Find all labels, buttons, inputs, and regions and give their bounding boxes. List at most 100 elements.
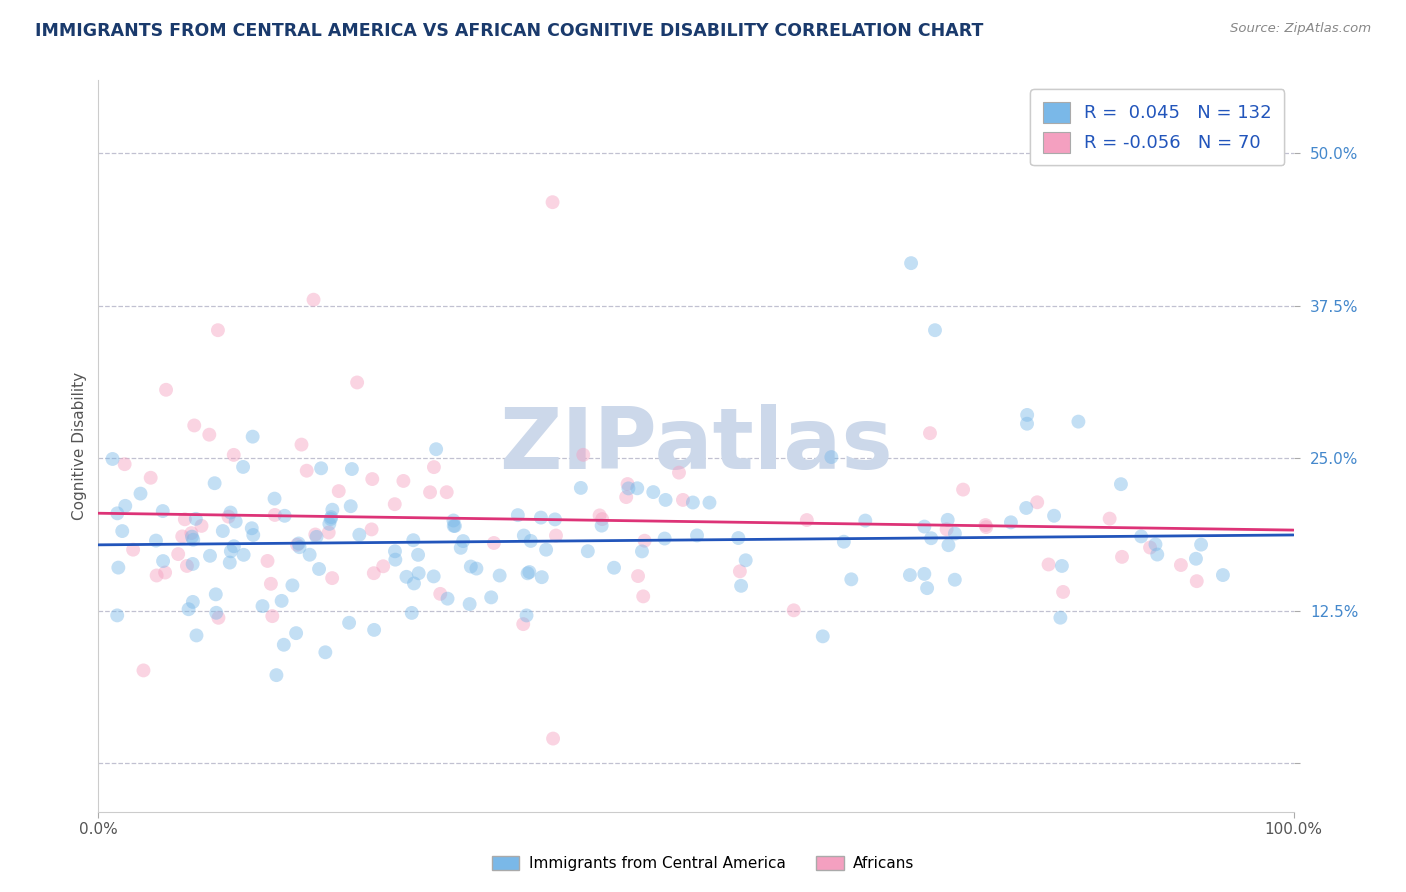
Point xyxy=(152,504,174,518)
Point xyxy=(614,490,637,504)
Point xyxy=(222,539,245,553)
Point xyxy=(114,499,136,513)
Point xyxy=(107,560,129,574)
Point xyxy=(129,486,152,500)
Point xyxy=(252,599,274,613)
Point xyxy=(423,460,446,475)
Point xyxy=(406,548,429,562)
Point xyxy=(730,579,752,593)
Point xyxy=(232,548,254,562)
Point xyxy=(682,495,704,509)
Point xyxy=(1098,511,1121,525)
Point xyxy=(218,556,240,570)
Point xyxy=(339,499,361,513)
Point xyxy=(172,529,194,543)
Point xyxy=(530,570,553,584)
Point xyxy=(319,512,342,526)
Point xyxy=(218,509,240,524)
Point xyxy=(321,502,343,516)
Point xyxy=(520,533,543,548)
Point xyxy=(177,602,200,616)
Point xyxy=(240,521,263,535)
Point xyxy=(270,594,292,608)
Point xyxy=(1189,538,1212,552)
Point xyxy=(190,519,212,533)
Point xyxy=(912,566,935,581)
Point xyxy=(105,506,128,520)
Point xyxy=(479,591,502,605)
Point xyxy=(633,533,655,548)
Point xyxy=(419,485,441,500)
Point xyxy=(318,525,340,540)
Point xyxy=(384,497,406,511)
Point xyxy=(207,323,229,337)
Point xyxy=(588,508,610,523)
Text: ZIPatlas: ZIPatlas xyxy=(499,404,893,488)
Point xyxy=(167,547,190,561)
Point xyxy=(1067,415,1090,429)
Point xyxy=(183,418,205,433)
Point xyxy=(569,481,592,495)
Point xyxy=(900,256,922,270)
Point xyxy=(576,544,599,558)
Legend: Immigrants from Central America, Africans: Immigrants from Central America, African… xyxy=(486,850,920,877)
Point xyxy=(952,483,974,497)
Point xyxy=(184,512,207,526)
Point xyxy=(204,476,226,491)
Point xyxy=(924,323,946,337)
Point xyxy=(943,573,966,587)
Point xyxy=(122,542,145,557)
Point xyxy=(506,508,529,522)
Point xyxy=(242,528,264,542)
Point xyxy=(363,566,385,581)
Point xyxy=(591,518,613,533)
Point xyxy=(898,568,921,582)
Point xyxy=(488,568,510,582)
Point xyxy=(1043,508,1066,523)
Point xyxy=(451,534,474,549)
Point xyxy=(974,518,997,533)
Point xyxy=(186,628,208,642)
Point xyxy=(328,484,350,499)
Point xyxy=(392,474,415,488)
Point xyxy=(627,569,650,583)
Point xyxy=(281,578,304,592)
Point xyxy=(222,448,245,462)
Point xyxy=(308,562,330,576)
Point xyxy=(266,668,288,682)
Point xyxy=(534,542,557,557)
Point xyxy=(273,508,295,523)
Point xyxy=(219,544,242,558)
Point xyxy=(173,512,195,526)
Point xyxy=(302,293,325,307)
Point xyxy=(512,617,534,632)
Point xyxy=(974,520,997,534)
Point xyxy=(796,513,818,527)
Point xyxy=(544,528,567,542)
Point xyxy=(1185,551,1208,566)
Point xyxy=(211,524,233,538)
Point xyxy=(458,597,481,611)
Point xyxy=(321,571,343,585)
Point xyxy=(853,514,876,528)
Point xyxy=(373,559,395,574)
Point xyxy=(132,664,155,678)
Point xyxy=(541,731,564,746)
Point xyxy=(204,587,226,601)
Point xyxy=(205,606,228,620)
Point xyxy=(519,565,541,579)
Point xyxy=(1026,495,1049,509)
Point xyxy=(263,508,285,522)
Point xyxy=(443,519,465,533)
Point xyxy=(384,544,406,558)
Point xyxy=(654,492,676,507)
Point xyxy=(232,459,254,474)
Point xyxy=(290,437,312,451)
Point xyxy=(513,528,536,542)
Point xyxy=(181,557,204,571)
Point xyxy=(1050,558,1073,573)
Point xyxy=(395,570,418,584)
Point xyxy=(820,450,842,464)
Point xyxy=(1144,537,1167,551)
Point xyxy=(918,426,941,441)
